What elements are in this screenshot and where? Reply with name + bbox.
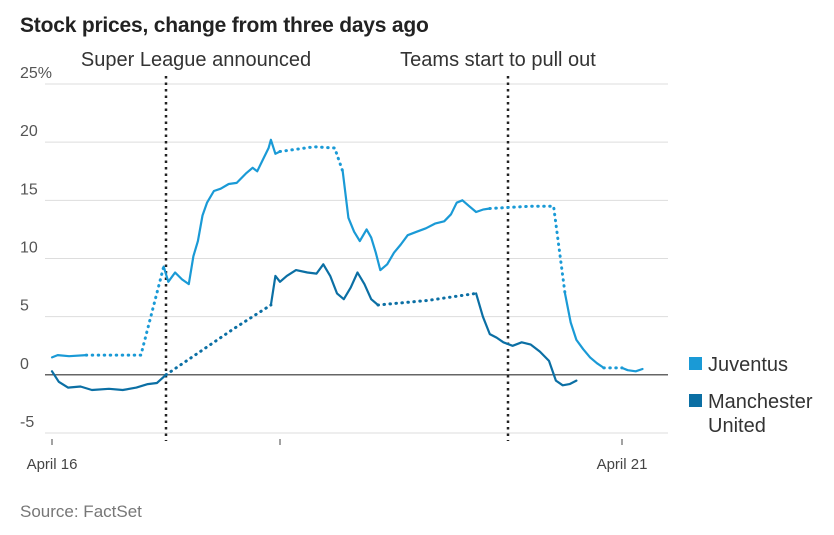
legend-label-juventus: Juventus	[708, 354, 788, 376]
series-juventus-segment	[278, 145, 345, 173]
annotations: Super League announced Teams start to pul…	[81, 49, 596, 441]
chart-title: Stock prices, change from three days ago	[20, 14, 429, 37]
series-manutd-segment	[164, 303, 273, 377]
series-juventus-segment	[162, 138, 282, 286]
series-manutd	[50, 263, 578, 392]
series-manutd-segment	[50, 370, 168, 392]
y-tick-label: 15	[20, 181, 38, 198]
series-manutd-segment	[475, 292, 578, 387]
series-juventus-segment	[50, 354, 88, 359]
series-manutd-segment	[269, 263, 380, 307]
legend-label-manutd: Manchester	[708, 391, 813, 413]
series-manutd-segment	[376, 291, 478, 307]
legend-swatch-manutd	[689, 394, 702, 407]
x-axis: April 16 April 21	[27, 439, 648, 473]
series-juventus-segment	[563, 292, 605, 369]
series-juventus-segment	[84, 265, 166, 357]
x-tick-label: April 21	[597, 456, 648, 473]
series-juventus	[50, 138, 644, 373]
event-marker-label: Super League announced	[81, 49, 311, 71]
series-lines	[50, 138, 644, 392]
legend-label-manutd: United	[708, 415, 766, 437]
y-tick-label: 0	[20, 356, 29, 373]
y-tick-label: -5	[20, 414, 34, 431]
series-juventus-segment	[488, 204, 567, 295]
gridlines	[45, 83, 668, 434]
y-tick-label: 5	[20, 298, 29, 315]
y-tick-label: 20	[20, 123, 38, 140]
x-tick-label: April 16	[27, 456, 78, 473]
y-tick-label: 25%	[20, 65, 52, 82]
legend-swatch-juventus	[689, 357, 702, 370]
y-tick-label: 10	[20, 240, 38, 257]
series-juventus-segment	[341, 170, 491, 272]
series-juventus-segment	[620, 366, 644, 373]
source-note: Source: FactSet	[20, 502, 142, 521]
y-axis-ticks: 25% 20 15 10 5 0 -5	[20, 65, 52, 431]
event-marker-label: Teams start to pull out	[400, 49, 596, 71]
